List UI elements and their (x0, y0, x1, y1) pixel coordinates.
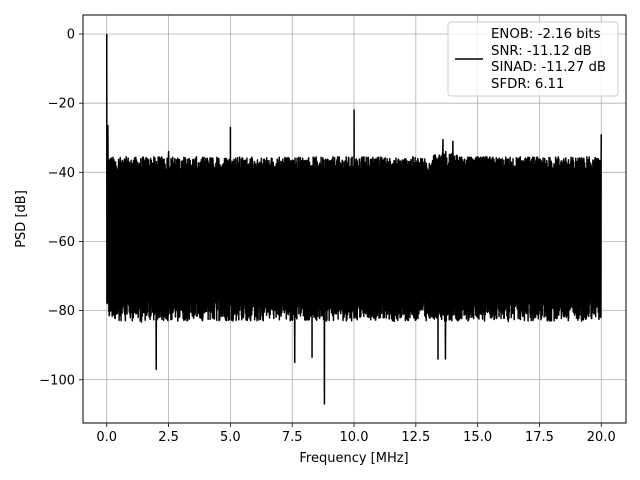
y-tick-label: 0 (67, 28, 75, 43)
y-tick-label: −100 (39, 373, 75, 388)
x-tick-label: 20.0 (587, 430, 616, 445)
y-axis: 0 −20 −40 −60 −80 −100 (39, 28, 83, 388)
x-tick-label: 2.5 (158, 430, 179, 445)
psd-series-line (105, 34, 603, 405)
legend-line-sinad: SINAD: -11.27 dB (491, 60, 606, 75)
y-tick-label: −80 (48, 304, 75, 319)
x-tick-label: 15.0 (463, 430, 492, 445)
x-tick-label: 7.5 (282, 430, 303, 445)
x-tick-label: 12.5 (401, 430, 430, 445)
y-tick-label: −20 (48, 97, 75, 112)
legend-line-snr: SNR: -11.12 dB (491, 44, 592, 59)
x-tick-label: 10.0 (340, 430, 369, 445)
x-tick-label: 0.0 (96, 430, 117, 445)
x-tick-label: 5.0 (220, 430, 241, 445)
y-axis-label: PSD [dB] (14, 190, 29, 248)
plot-area (105, 34, 603, 405)
x-axis-label: Frequency [MHz] (299, 451, 408, 466)
legend-box (447, 21, 619, 97)
legend: ENOB: -2.16 bits SNR: -11.12 dB SINAD: -… (447, 21, 619, 97)
y-tick-label: −60 (48, 235, 75, 250)
x-tick-label: 17.5 (525, 430, 554, 445)
legend-line-enob: ENOB: -2.16 bits (491, 27, 601, 42)
legend-line-sfdr: SFDR: 6.11 (491, 77, 564, 92)
y-tick-label: −40 (48, 166, 75, 181)
x-axis: 0.0 2.5 5.0 7.5 10.0 12.5 15.0 17.5 20.0 (96, 423, 616, 445)
plot-frame (82, 14, 627, 424)
